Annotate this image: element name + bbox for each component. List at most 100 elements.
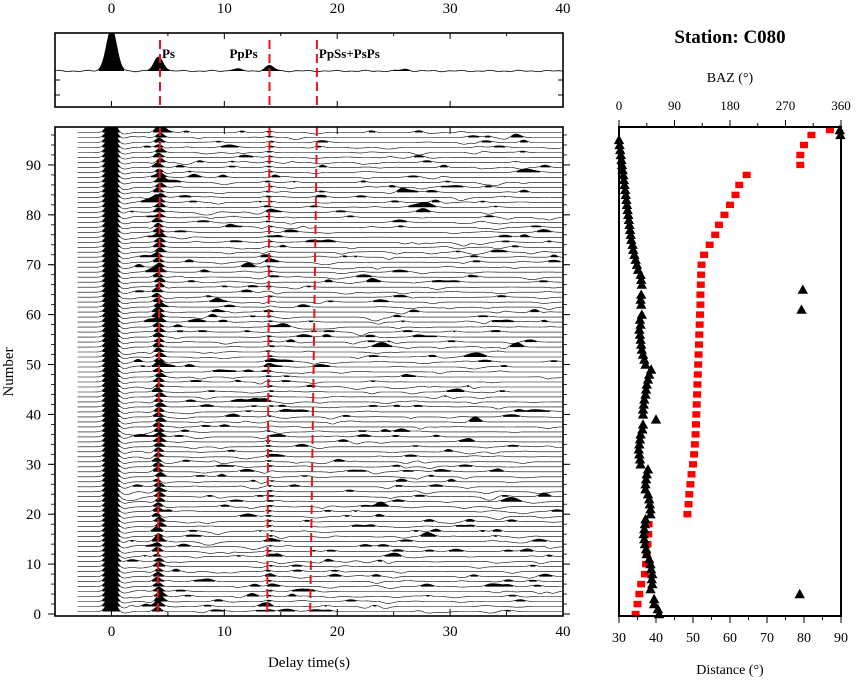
trace-fill [102,213,542,228]
trace-fill [102,278,253,293]
trace-line [77,178,562,195]
trace-fill [102,293,311,308]
baz-point [645,504,656,514]
baz-point [648,593,660,604]
trace-fill [102,577,316,592]
trace-line [77,193,562,210]
distance-point [690,441,699,448]
trace-fill [102,258,409,273]
y-tick-label: 10 [26,557,41,573]
baz-point [627,239,638,249]
baz-point [635,294,646,304]
trace-line [77,402,562,420]
trace-fill [102,153,551,168]
trace-line [77,242,562,260]
trace-line [77,337,562,356]
trace-line [77,173,562,191]
y-tick-label: 60 [26,308,41,324]
baz-point [640,479,651,489]
trace-line [77,143,562,160]
trace-line [77,587,562,604]
distance-point [637,580,646,588]
trace-fill [102,268,549,283]
trace-line [77,487,562,504]
baz-tick-label: 0 [616,98,623,113]
trace-line [77,183,562,201]
distance-point [686,481,695,488]
distance-point [694,361,703,368]
trace-line [77,327,562,345]
trace-line [77,532,562,550]
trace-line [77,462,562,480]
distance-axis-label: Distance (°) [696,663,764,678]
x-axis-label: Delay time(s) [268,655,350,671]
trace-line [77,567,562,584]
baz-point [640,474,652,484]
trace-fill [102,348,558,362]
baz-point [637,424,648,434]
baz-point [639,524,650,534]
trace-fill [102,542,553,557]
trace-fill [102,243,559,258]
baz-tick-label: 90 [668,98,681,113]
trace-line [77,198,562,216]
trace-line [77,367,562,385]
distance-tick-label: 50 [686,631,700,646]
distance-point [711,231,720,238]
top-tick-label: 30 [443,1,458,17]
baz-point [636,274,647,284]
baz-point [628,244,639,254]
baz-point [625,229,636,239]
trace-stack [77,127,563,614]
baz-point [834,124,845,135]
phase-lines [156,126,318,617]
distance-point [635,590,644,598]
phase-line [309,126,318,617]
baz-point [637,349,649,359]
top-tick-label: 0 [108,1,116,17]
y-tick-label: 50 [26,358,41,374]
trace-line [77,138,562,156]
baz-point [634,324,645,334]
distance-point [696,301,705,308]
distance-point [695,331,704,338]
trace-fill [102,323,438,338]
baz-point [639,394,650,404]
distance-point [720,211,729,219]
baz-point [794,588,805,599]
baz-point [635,269,646,279]
trace-line [77,252,562,270]
trace-fill [102,572,542,587]
baz-point [646,573,657,584]
trace-line [77,322,562,339]
baz-point [636,279,647,289]
trace-fill [102,173,492,188]
trace-line [77,203,562,221]
baz-point [640,484,651,494]
baz-point [635,429,646,439]
baz-point [639,534,650,544]
trace-line [77,557,562,574]
trace-line [77,267,562,285]
trace-line [77,507,562,524]
baz-point [644,499,655,509]
distance-point [696,311,705,318]
trace-fill [102,328,538,343]
distance-point [796,161,805,169]
baz-point [647,568,658,579]
trace-line [77,547,562,565]
distance-point [693,391,702,398]
distance-point [735,181,744,189]
distance-point [700,251,709,258]
trace-fill [102,562,553,577]
trace-fill [102,527,548,542]
baz-point [640,389,651,399]
baz-point [636,289,647,299]
baz-point [630,254,641,264]
receiver-function-panel: 0 10 20 30 40 0 10 20 30 40 50 60 70 80 90 Delay time… [1,126,571,671]
distance-point [714,221,723,229]
baz-point [635,459,646,469]
distance-tick-label: 40 [649,631,663,646]
distance-point [687,471,696,478]
trace-line [77,472,562,490]
